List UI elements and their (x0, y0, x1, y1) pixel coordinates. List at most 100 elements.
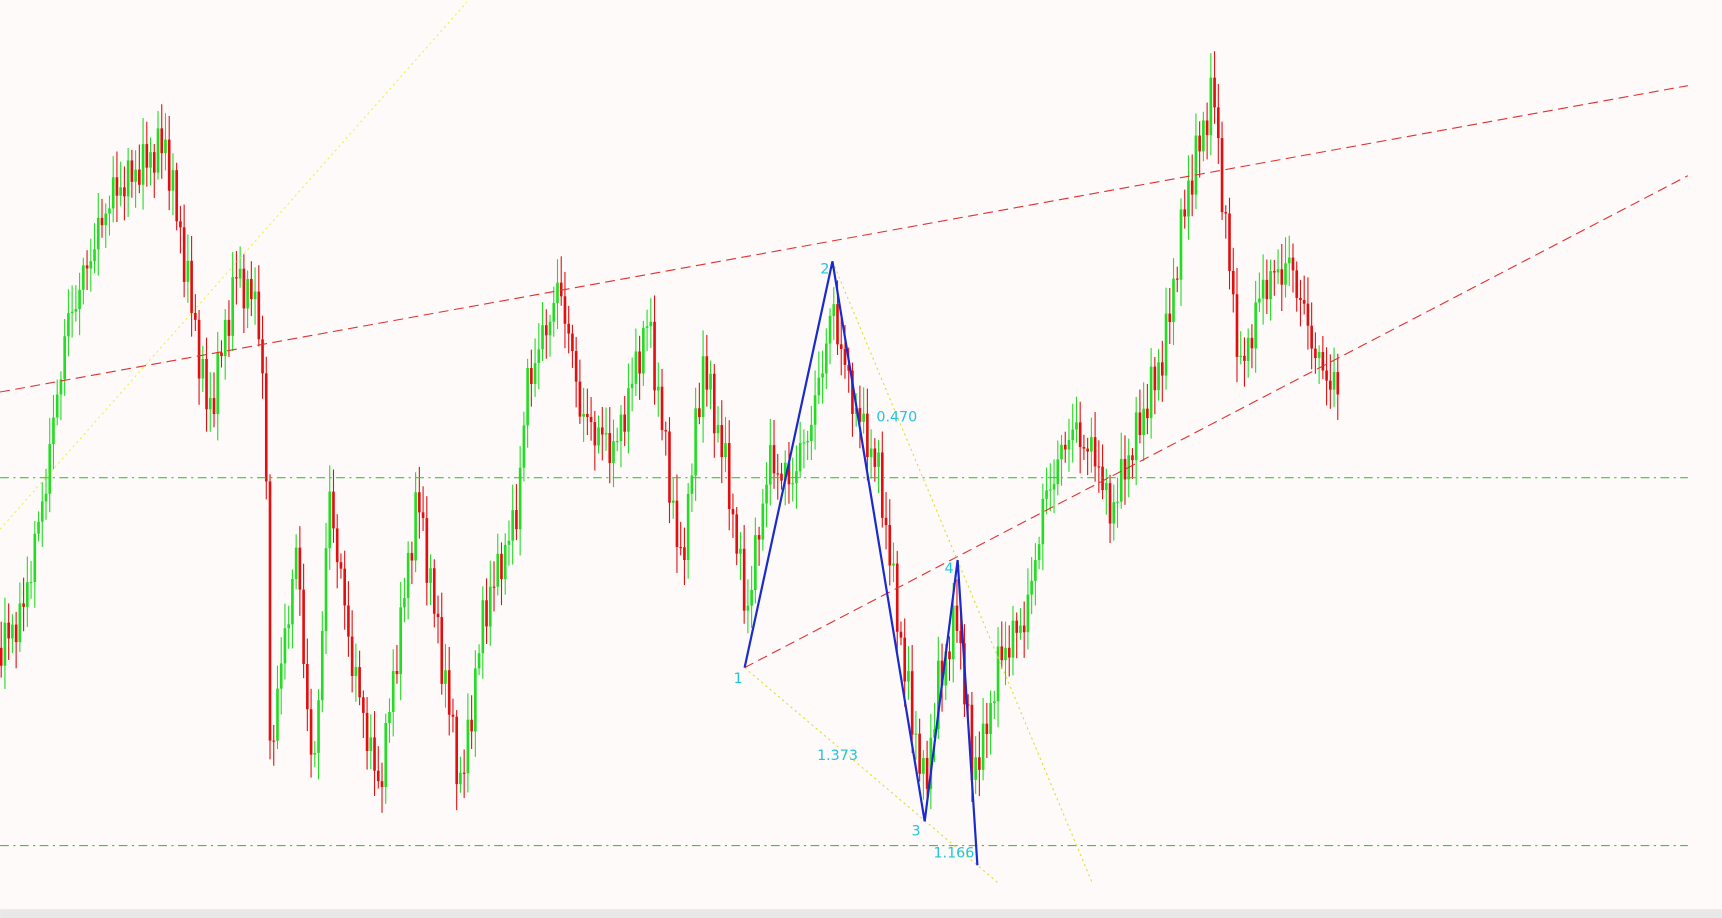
candle-body (167, 139, 171, 191)
candle-body (742, 548, 746, 611)
candle-body (544, 325, 548, 336)
candle-body (649, 321, 653, 327)
candle-body (582, 413, 585, 417)
candle-body (593, 422, 597, 446)
candle-body (705, 356, 709, 390)
candle-body (485, 600, 488, 627)
candle-body (1131, 455, 1134, 461)
trend-line (0, 85, 1688, 393)
candle-body (1149, 366, 1153, 419)
candle-body (813, 395, 817, 425)
trend-line (744, 175, 1689, 669)
candle-body (1034, 560, 1037, 581)
candle-body (836, 304, 839, 345)
candle-body (212, 397, 216, 415)
candle-body (1030, 580, 1033, 595)
pattern-point-label: 1 (734, 671, 743, 687)
candle-body (978, 757, 981, 770)
candle-body (1280, 269, 1284, 285)
candle-body (175, 170, 178, 222)
candle-body (1097, 466, 1101, 468)
candle-body (1108, 483, 1112, 524)
candle-body (679, 547, 683, 549)
candle-body (1243, 355, 1246, 361)
candle-body (496, 553, 500, 587)
candle-body (1224, 212, 1228, 214)
candle-body (1175, 278, 1179, 280)
candle-body (656, 386, 660, 391)
candle-body (768, 445, 772, 485)
candle-body (1287, 257, 1291, 264)
candle-body (291, 579, 294, 625)
candle-body (683, 547, 686, 561)
candle-body (141, 144, 145, 185)
candle-body (1090, 437, 1093, 452)
candle-body (82, 265, 85, 290)
candle-body (1205, 120, 1209, 136)
candle-body (1284, 263, 1287, 285)
candle-body (362, 697, 365, 713)
candle-body (694, 408, 697, 476)
candle-body (552, 302, 556, 322)
candle-body (376, 770, 380, 782)
candle-body (335, 528, 339, 563)
candle-body (858, 408, 862, 422)
candle-body (7, 622, 10, 639)
candle-body (149, 152, 152, 168)
candle-body (1336, 372, 1340, 395)
candle-body (862, 413, 865, 422)
candle-body (1000, 646, 1004, 661)
candle-body (425, 518, 429, 583)
candle-body (664, 430, 668, 432)
candle-body (111, 177, 115, 209)
candle-body (563, 296, 567, 324)
candle-body (884, 517, 888, 525)
fib-line (744, 667, 1000, 885)
candle-body (126, 160, 130, 197)
candle-body (828, 315, 832, 344)
candle-body (1086, 448, 1089, 452)
candle-body (492, 586, 496, 588)
candle-body (145, 144, 149, 168)
candle-body (470, 719, 473, 732)
candle-body (974, 757, 977, 780)
candle-body (765, 484, 768, 504)
candle-body (940, 660, 944, 686)
candle-body (451, 714, 455, 717)
candle-body (791, 483, 795, 485)
candle-body (67, 313, 70, 337)
candle-body (642, 327, 645, 374)
candle-body (1041, 498, 1045, 545)
candle-body (1235, 294, 1239, 357)
candle-body (1321, 352, 1325, 371)
candle-body (358, 667, 361, 698)
candle-body (365, 712, 369, 752)
candle-body (26, 582, 29, 607)
candle-body (436, 613, 440, 618)
candle-body (414, 492, 417, 561)
candle-body (447, 670, 451, 715)
candle-body (1048, 489, 1052, 491)
candle-body (936, 660, 940, 730)
candle-body (52, 417, 55, 445)
candle-body (1112, 502, 1116, 524)
candle-body (522, 425, 526, 468)
candle-body (1258, 298, 1261, 303)
candle-body (981, 723, 985, 770)
candle-body (604, 432, 608, 435)
candle-body (287, 624, 290, 629)
candle-body (48, 444, 52, 494)
candle-body (1082, 447, 1086, 449)
candle-body (164, 139, 167, 154)
candle-body (787, 462, 791, 485)
candle-body (1329, 380, 1332, 390)
candle-body (515, 510, 518, 530)
candle-body (586, 413, 589, 417)
candle-body (440, 617, 444, 684)
candle-body (1306, 303, 1310, 326)
ratio-label: 1.373 (817, 748, 858, 764)
candle-body (100, 217, 104, 226)
candle-body (1310, 325, 1313, 349)
candle-body (709, 373, 712, 390)
